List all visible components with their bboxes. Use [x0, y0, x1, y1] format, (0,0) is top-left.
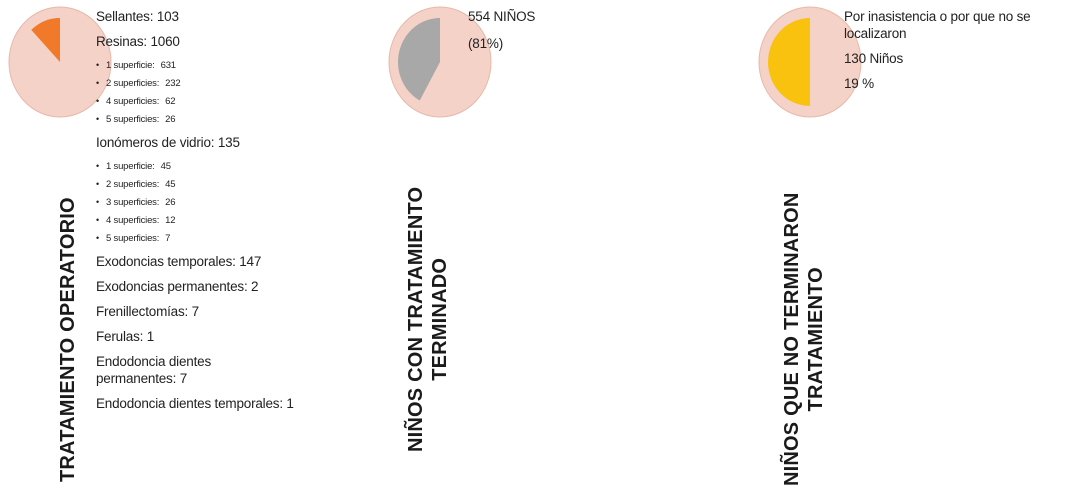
- sub-item: • 2 superficies: 45: [96, 177, 356, 192]
- sub-label: 3 superficies:: [106, 197, 160, 208]
- sub-value: 26: [165, 114, 176, 125]
- details-terminado: 554 NIÑOS (81%): [468, 8, 668, 60]
- sub-item: • 4 superficies: 12: [96, 213, 356, 228]
- sub-value: 62: [165, 96, 176, 107]
- panel-tratamiento-operatorio: TRATAMIENTO OPERATORIO Sellantes: 103 Re…: [0, 0, 380, 490]
- bullet-icon: •: [96, 114, 99, 124]
- pie-slice-no-terminaron: [768, 18, 810, 106]
- sub-label: 1 superficie:: [106, 60, 155, 71]
- vertical-title-line: NIÑOS CON TRATAMIENTO: [405, 186, 427, 452]
- bullet-icon: •: [96, 161, 99, 171]
- vertical-title-terminado: NIÑOS CON TRATAMIENTO TERMINADO: [404, 187, 452, 452]
- sub-label: 1 superficie:: [106, 161, 155, 172]
- vertical-title-line: TERMINADO: [429, 257, 451, 381]
- item-count: 130 Niños: [844, 51, 903, 66]
- pie-slice-operatorio: [31, 18, 60, 62]
- bullet-icon: •: [96, 60, 99, 70]
- item-frenillectomias: Frenillectomías: 7: [96, 304, 199, 319]
- item-reason: Por inasistencia o por que no se localiz…: [844, 9, 1031, 41]
- pie-operatorio: [8, 6, 112, 118]
- sub-value: 45: [165, 179, 176, 190]
- sub-label: 4 superficies:: [106, 215, 160, 226]
- sub-label: 4 superficies:: [106, 96, 160, 107]
- sub-item: • 5 superficies: 26: [96, 112, 356, 127]
- sub-item: • 1 superficie: 45: [96, 159, 356, 174]
- item-endodoncia-permanentes: Endodoncia dientes permanentes: 7: [96, 354, 211, 386]
- sub-value: 631: [160, 60, 176, 71]
- sub-item: • 2 superficies: 232: [96, 76, 356, 91]
- sub-value: 7: [165, 233, 171, 244]
- vertical-title-line: TRATAMIENTO: [805, 267, 827, 412]
- sub-label: 5 superficies:: [106, 233, 160, 244]
- bullet-icon: •: [96, 96, 99, 106]
- sub-item: • 1 superficie: 631: [96, 58, 356, 73]
- item-percent: (81%): [468, 36, 504, 51]
- panel-tratamiento-terminado: NIÑOS CON TRATAMIENTO TERMINADO 554 NIÑO…: [380, 0, 760, 490]
- sub-label: 2 superficies:: [106, 179, 160, 190]
- resinas-sublist: • 1 superficie: 631 • 2 superficies: 232 • 4 …: [96, 58, 356, 127]
- item-count: 554 NIÑOS: [468, 9, 536, 24]
- item-resinas: Resinas: 1060: [96, 34, 180, 49]
- sub-item: • 5 superficies: 7: [96, 231, 356, 246]
- sub-value: 12: [165, 215, 176, 226]
- sub-value: 232: [165, 78, 181, 89]
- item-ferulas: Ferulas: 1: [96, 329, 155, 344]
- item-exodoncias-permanentes: Exodoncias permanentes: 2: [96, 279, 259, 294]
- bullet-icon: •: [96, 215, 99, 225]
- sub-value: 45: [160, 161, 171, 172]
- vertical-title-operatorio: TRATAMIENTO OPERATORIO: [56, 197, 80, 482]
- bullet-icon: •: [96, 179, 99, 189]
- item-percent: 19 %: [844, 76, 874, 91]
- pie-slice-terminado: [397, 18, 440, 101]
- panel-no-terminaron: NIÑOS QUE NO TERMINARON TRATAMIENTO Por …: [750, 0, 1089, 490]
- vertical-title-no-terminaron: NIÑOS QUE NO TERMINARON TRATAMIENTO: [780, 193, 828, 487]
- sub-label: 2 superficies:: [106, 78, 160, 89]
- item-sellantes: Sellantes: 103: [96, 9, 179, 24]
- pie-terminado: [388, 6, 492, 118]
- vertical-title-line: NIÑOS QUE NO TERMINARON: [781, 192, 803, 487]
- item-endodoncia-temporales: Endodoncia dientes temporales: 1: [96, 396, 294, 411]
- vertical-title-line: TRATAMIENTO OPERATORIO: [57, 197, 79, 482]
- pie-no-terminaron: [758, 6, 862, 118]
- bullet-icon: •: [96, 197, 99, 207]
- details-operatorio: Sellantes: 103 Resinas: 1060 • 1 superfic…: [96, 8, 356, 420]
- ionomeros-sublist: • 1 superficie: 45 • 2 superficies: 45 • 3 su…: [96, 159, 356, 246]
- details-no-terminaron: Por inasistencia o por que no se localiz…: [844, 8, 1084, 100]
- bullet-icon: •: [96, 78, 99, 88]
- bullet-icon: •: [96, 233, 99, 243]
- sub-value: 26: [165, 197, 176, 208]
- sub-label: 5 superficies:: [106, 114, 160, 125]
- sub-item: • 4 superficies: 62: [96, 94, 356, 109]
- sub-item: • 3 superficies: 26: [96, 195, 356, 210]
- item-exodoncias-temporales: Exodoncias temporales: 147: [96, 254, 262, 269]
- item-ionomeros: Ionómeros de vidrio: 135: [96, 135, 240, 150]
